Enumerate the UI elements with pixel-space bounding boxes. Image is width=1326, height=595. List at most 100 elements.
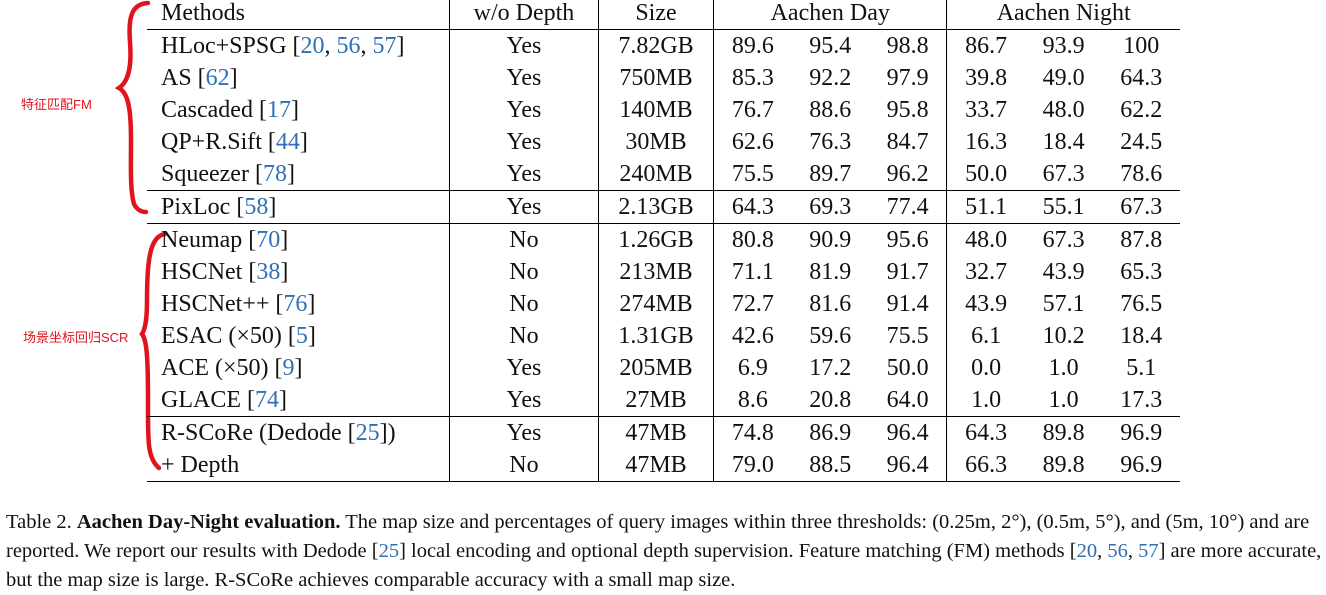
method-name: Neumap [ [161,227,257,253]
night-value-cell: 48.0 [1042,97,1085,123]
citation-link: 76 [283,291,308,317]
citation-link: 70 [256,227,281,253]
size-cell: 7.82GB [597,29,714,62]
day-value-cell: 59.6 [809,323,852,349]
wo-depth-cell: Yes [449,416,599,449]
night-value-cell: 49.0 [1042,65,1085,91]
citation-link: 62 [205,65,230,91]
method-bracket: ]) [379,420,396,446]
day-value-cell: 50.0 [886,355,929,381]
day-value-cell: 6.9 [713,352,792,384]
caption-comma: , [1127,540,1139,562]
method-name: QP+R.Sift [ [161,129,276,155]
night-value-cell: 67.3 [1042,161,1085,187]
caption-text: ] are more accurate, but the map size is… [6,540,1322,591]
night-value-cell: 6.1 [946,320,1025,352]
citation-separator: , [360,33,373,59]
day-value-cell: 74.8 [713,416,792,449]
table-row: PixLoc [58] Yes 2.13GB 64.3 69.3 77.4 51.1 55.1… [147,190,1180,224]
method-name: HSCNet [ [161,259,257,285]
day-value-cell: 96.2 [886,161,929,187]
method-name: + Depth [161,452,240,478]
night-value-cell: 96.9 [1102,416,1180,449]
table-row: ESAC (×50) [5] No 1.31GB 42.6 59.6 75.5 6.1 10.… [147,320,1180,352]
day-value-cell: 95.6 [868,223,947,256]
night-value-cell: 100 [1123,33,1160,59]
day-value-cell: 91.4 [886,291,929,317]
table-caption: Table 2. Aachen Day-Night evaluation. Th… [6,508,1322,595]
night-value-cell: 64.3 [946,416,1025,449]
fm-annotation-label: 特征匹配FM [21,97,92,112]
table-row: Squeezer [78] Yes 240MB 75.5 89.7 96.2 50.0 67.… [147,158,1180,191]
method-cell: Cascaded [17] [147,94,450,126]
night-value-cell: 64.3 [1120,65,1163,91]
day-value-cell: 69.3 [791,190,869,224]
day-value-cell: 62.6 [713,126,792,158]
method-name: Cascaded [ [161,97,267,123]
day-value-cell: 95.4 [809,33,852,59]
fm-bracket-brace [114,0,151,215]
day-value-cell: 64.0 [886,387,929,413]
night-value-cell: 17.3 [1120,387,1163,413]
method-bracket: ] [307,291,316,317]
method-cell: + Depth [147,449,450,482]
method-cell: HSCNet++ [76] [147,288,450,320]
night-value-cell: 1.0 [946,384,1025,417]
method-name: ACE (×50) [ [161,355,283,381]
caption-text: The map size and percentages of query im… [6,511,1310,562]
wo-depth-cell: No [449,288,599,320]
method-bracket: ] [280,259,289,285]
day-value-cell: 95.8 [886,97,929,123]
night-value-cell: 48.0 [946,223,1025,256]
size-cell: 47MB [597,449,714,482]
size-cell: 27MB [597,384,714,417]
citation-link: 78 [262,161,287,187]
night-value-cell: 67.3 [1024,223,1103,256]
day-value-cell: 96.4 [868,449,947,482]
method-cell: HSCNet [38] [147,256,450,288]
caption-prefix: Table 2. [6,511,77,533]
size-cell: 30MB [597,126,714,158]
header-aachen-night: Aachen Night [946,0,1180,30]
method-cell: PixLoc [58] [147,190,450,224]
wo-depth-cell: No [449,320,599,352]
night-value-cell: 57.1 [1042,291,1085,317]
citation-link: 20 [300,33,325,59]
wo-depth-cell: No [449,449,599,482]
night-value-cell: 62.2 [1120,97,1163,123]
day-value-cell: 64.3 [713,190,792,224]
table-row: AS [62] Yes 750MB 85.3 92.2 97.9 39.8 49.0 64.3 [147,62,1180,94]
day-value-cell: 88.5 [791,449,869,482]
table-row: QP+R.Sift [44] Yes 30MB 62.6 76.3 84.7 16.3 18.… [147,126,1180,158]
night-value-cell: 51.1 [946,190,1025,224]
method-bracket: ] [307,323,316,349]
size-cell: 205MB [597,352,714,384]
wo-depth-cell: Yes [449,384,599,417]
day-value-cell: 96.4 [868,416,947,449]
citation-link: 9 [282,355,295,381]
night-value-cell: 33.7 [946,94,1025,126]
day-value-cell: 91.7 [886,259,929,285]
method-cell: AS [62] [147,62,450,94]
method-cell: QP+R.Sift [44] [147,126,450,158]
day-value-cell: 20.8 [809,387,852,413]
wo-depth-cell: No [449,256,599,288]
table-row: GLACE [74] Yes 27MB 8.6 20.8 64.0 1.0 1.0 17.3 [147,384,1180,417]
night-value-cell: 78.6 [1120,161,1163,187]
header-wo-depth: w/o Depth [449,0,599,30]
night-value-cell: 86.7 [946,29,1025,62]
night-value-cell: 96.9 [1102,449,1180,482]
method-cell: ACE (×50) [9] [147,352,450,384]
table-body: HLoc+SPSG [20, 56, 57] Yes 7.82GB 89.6 95.4 9… [147,29,1180,482]
night-value-cell: 66.3 [946,449,1025,482]
method-cell: ESAC (×50) [5] [147,320,450,352]
day-value-cell: 77.4 [868,190,947,224]
size-cell: 240MB [597,158,714,191]
header-methods: Methods [147,0,450,30]
wo-depth-cell: Yes [449,94,599,126]
caption-title: Aachen Day-Night evaluation. [76,511,341,533]
day-value-cell: 92.2 [809,65,852,91]
method-name: GLACE [ [161,387,255,413]
size-cell: 47MB [597,416,714,449]
table-row: R-SCoRe (Dedode [25]) Yes 47MB 74.8 86.9 96.4… [147,416,1180,449]
